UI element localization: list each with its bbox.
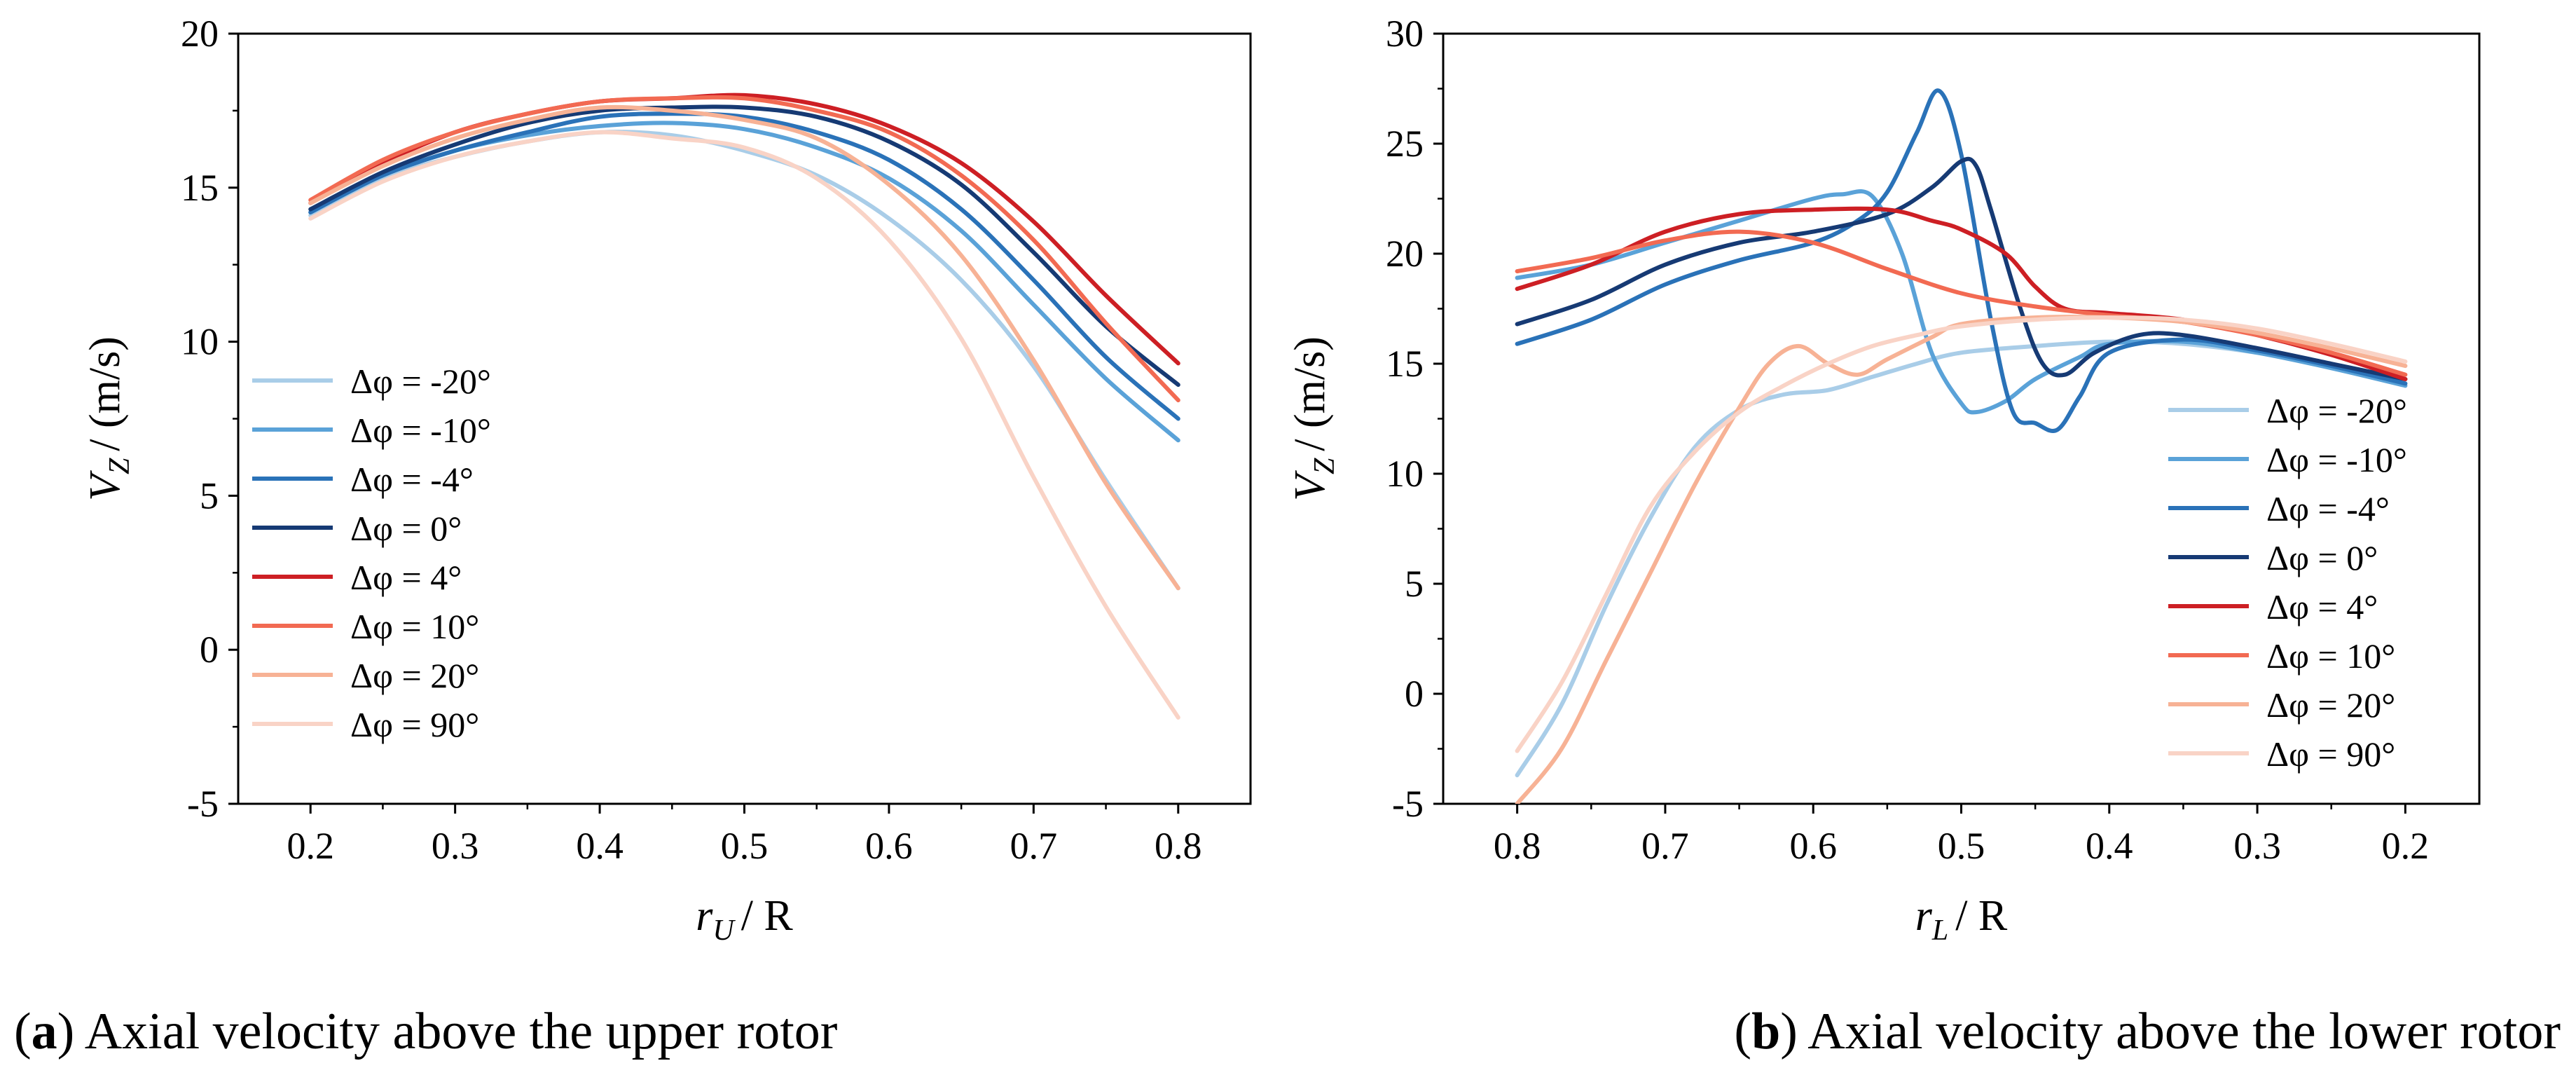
- series-line: [1515, 229, 2408, 377]
- legend-label: Δφ = 4°: [350, 558, 462, 597]
- y-tick-label: 10: [181, 321, 219, 363]
- series-line: [1515, 156, 2408, 381]
- series-line: [308, 95, 1180, 403]
- y-tick-label: 15: [181, 167, 219, 209]
- x-axis-title: rL / R: [1915, 892, 2008, 947]
- series-line: [1515, 315, 2408, 753]
- legend-label: Δφ = -4°: [2266, 489, 2390, 528]
- series-line: [1515, 315, 2408, 804]
- legend-label: Δφ = 10°: [350, 607, 479, 646]
- legend-label: Δφ = 0°: [350, 509, 462, 548]
- chart-lower-rotor: 0.8 0.7 0.6 0.5 0.4 0.3 0.2 -5 0 5 10 15 20 25 30 rL / R…: [1286, 13, 2481, 947]
- y-axis-title: VZ/ (m/s): [81, 336, 136, 501]
- y-axis-title: VZ/ (m/s): [1286, 336, 1341, 501]
- legend-label: Δφ = 20°: [2266, 685, 2395, 725]
- y-tick-label: 5: [200, 474, 219, 516]
- y-tick-label: 25: [1386, 123, 1424, 165]
- x-tick-label: 0.6: [1789, 825, 1837, 867]
- x-tick-label: 0.6: [865, 825, 913, 867]
- figure: 0.2 0.3 0.4 0.5 0.6 0.7 0.8 -5 0 5 10 15 20 rU / R VZ/ …: [81, 13, 2481, 947]
- caption-a: (a) Axial velocity above the upper rotor: [14, 1003, 838, 1060]
- legend-label: Δφ = 90°: [2266, 734, 2395, 774]
- series-line: [1515, 189, 2408, 415]
- x-tick-label: 0.3: [2233, 825, 2281, 867]
- x-tick-label: 0.7: [1641, 825, 1689, 867]
- x-tick-label: 0.8: [1155, 825, 1202, 867]
- legend-label: Δφ = 20°: [350, 656, 479, 695]
- legend-label: Δφ = -4°: [350, 460, 474, 499]
- series-group: [308, 93, 1180, 720]
- series-group: [1515, 88, 2408, 804]
- series-line: [308, 104, 1180, 388]
- y-tick-label: -5: [1392, 783, 1424, 825]
- y-tick-label: 20: [181, 13, 219, 55]
- y-tick-label: 15: [1386, 343, 1424, 385]
- legend-label: Δφ = 0°: [2266, 538, 2378, 577]
- y-tick-label: 0: [200, 629, 219, 671]
- legend-label: Δφ = -20°: [350, 362, 491, 401]
- series-line: [308, 130, 1180, 720]
- x-tick-label: 0.7: [1010, 825, 1058, 867]
- x-tick-label: 0.4: [576, 825, 624, 867]
- legend-label: Δφ = -10°: [2266, 440, 2407, 479]
- legend-label: Δφ = 10°: [2266, 636, 2395, 676]
- x-tick-label: 0.5: [721, 825, 769, 867]
- x-axis-title: rU / R: [696, 892, 793, 947]
- caption-b: (b) Axial velocity above the lower rotor: [1734, 1003, 2561, 1060]
- legend-label: Δφ = 90°: [350, 705, 479, 744]
- y-tick-label: 0: [1405, 673, 1424, 715]
- y-tick-label: 20: [1386, 233, 1424, 275]
- x-tick-label: 0.2: [2382, 825, 2430, 867]
- series-line: [308, 111, 1180, 421]
- y-tick-label: 10: [1386, 453, 1424, 495]
- x-tick-label: 0.5: [1938, 825, 1985, 867]
- legend-label: Δφ = 4°: [2266, 587, 2378, 626]
- chart-upper-rotor: 0.2 0.3 0.4 0.5 0.6 0.7 0.8 -5 0 5 10 15 20 rU / R VZ/ …: [81, 13, 1252, 947]
- series-line: [1515, 88, 2408, 433]
- x-tick-label: 0.8: [1494, 825, 1541, 867]
- x-tick-label: 0.3: [432, 825, 479, 867]
- legend-label: Δφ = -20°: [2266, 391, 2407, 430]
- x-tick-label: 0.4: [2086, 825, 2133, 867]
- series-line: [308, 104, 1180, 591]
- legend-label: Δφ = -10°: [350, 411, 491, 450]
- y-tick-label: 30: [1386, 13, 1424, 55]
- y-tick-label: 5: [1405, 563, 1424, 605]
- y-tick-label: -5: [187, 783, 219, 825]
- x-tick-label: 0.2: [287, 825, 334, 867]
